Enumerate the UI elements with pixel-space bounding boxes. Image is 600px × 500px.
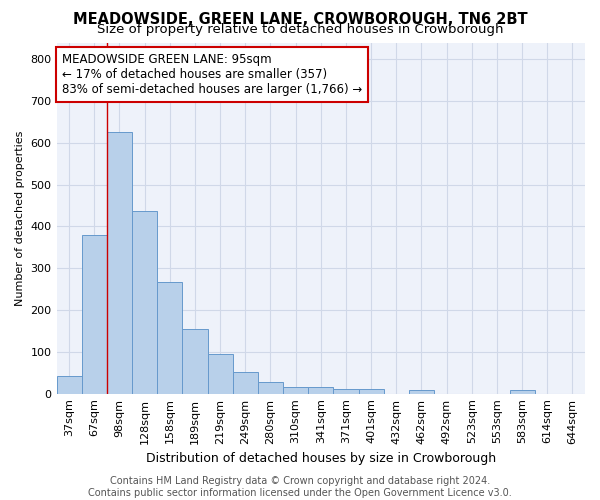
Bar xyxy=(157,282,182,394)
Bar xyxy=(409,390,434,394)
Text: MEADOWSIDE, GREEN LANE, CROWBOROUGH, TN6 2BT: MEADOWSIDE, GREEN LANE, CROWBOROUGH, TN6… xyxy=(73,12,527,28)
Bar xyxy=(82,235,107,394)
Bar xyxy=(107,132,132,394)
Bar xyxy=(182,329,208,394)
Bar xyxy=(509,390,535,394)
Text: MEADOWSIDE GREEN LANE: 95sqm
← 17% of detached houses are smaller (357)
83% of s: MEADOWSIDE GREEN LANE: 95sqm ← 17% of de… xyxy=(62,53,362,96)
Bar xyxy=(359,390,383,394)
Bar xyxy=(308,388,334,394)
Text: Contains HM Land Registry data © Crown copyright and database right 2024.
Contai: Contains HM Land Registry data © Crown c… xyxy=(88,476,512,498)
Y-axis label: Number of detached properties: Number of detached properties xyxy=(15,130,25,306)
Bar xyxy=(334,390,359,394)
X-axis label: Distribution of detached houses by size in Crowborough: Distribution of detached houses by size … xyxy=(146,452,496,465)
Bar xyxy=(258,382,283,394)
Bar xyxy=(233,372,258,394)
Bar xyxy=(208,354,233,394)
Text: Size of property relative to detached houses in Crowborough: Size of property relative to detached ho… xyxy=(97,24,503,36)
Bar xyxy=(56,376,82,394)
Bar xyxy=(283,388,308,394)
Bar xyxy=(132,210,157,394)
